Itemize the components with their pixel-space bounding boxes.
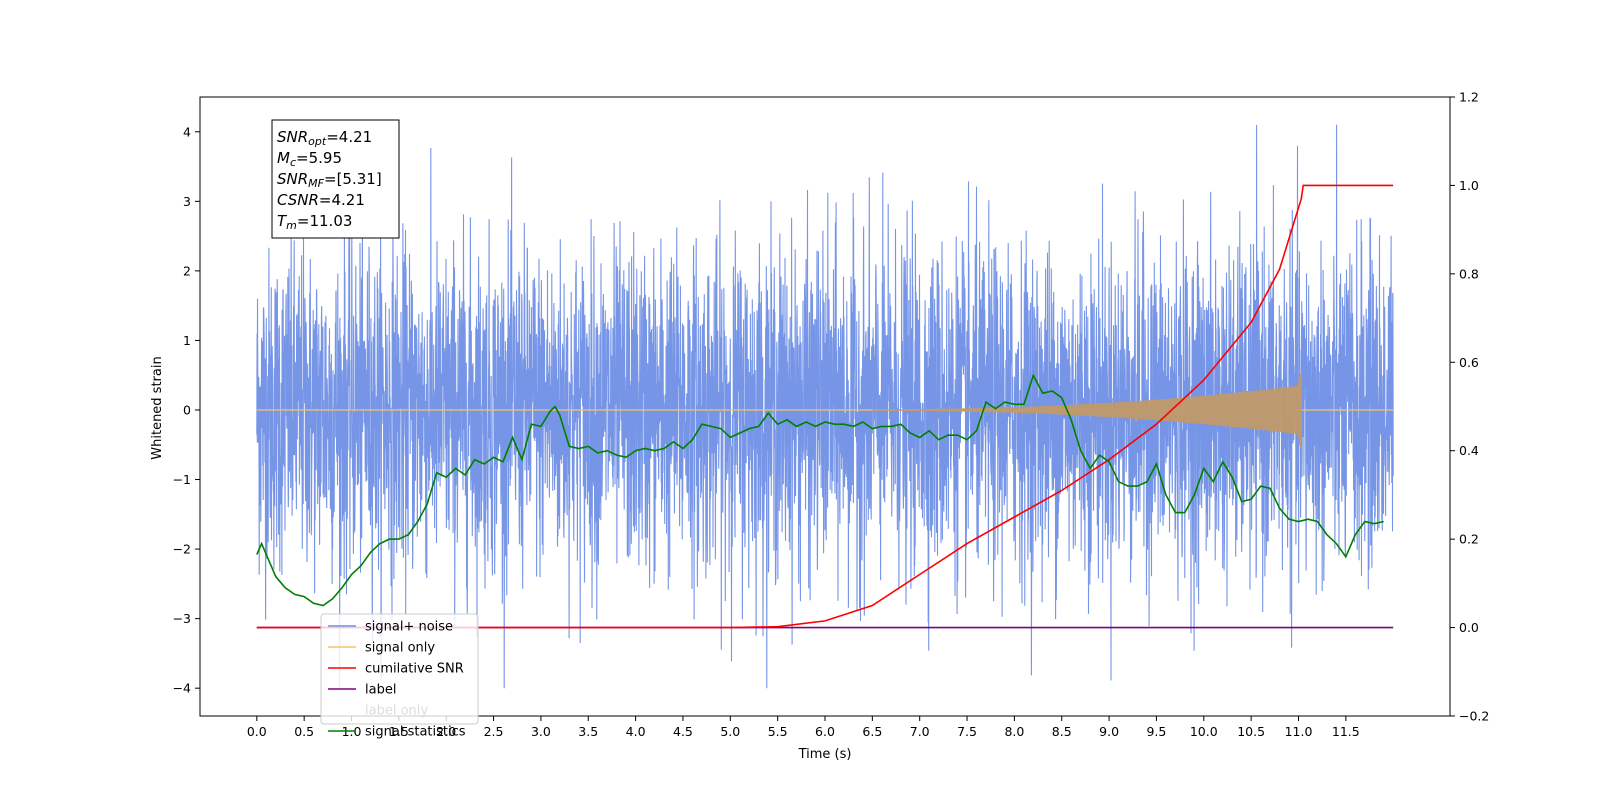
x-tick-label: 10.5 <box>1237 724 1265 739</box>
y-right-axis: 1.2 1.0 0.8 0.6 0.4 0.2 0.0 −0.2 <box>1450 90 1489 724</box>
y-right-tick-label: 0.6 <box>1459 355 1479 370</box>
x-tick-label: 6.5 <box>862 724 882 739</box>
annotation-line: SNRopt=4.21 <box>277 128 372 148</box>
x-tick-label: 11.5 <box>1332 724 1360 739</box>
x-tick-label: 7.5 <box>957 724 977 739</box>
y-left-tick-label: 0 <box>183 402 191 417</box>
y-left-tick-label: 1 <box>183 333 191 348</box>
annotation-frame <box>271 119 400 239</box>
annotation-line: Mc=5.95 <box>277 149 342 169</box>
y-right-tick-label: 0.4 <box>1459 443 1479 458</box>
x-tick-label: 9.5 <box>1146 724 1166 739</box>
legend-label: cumilative SNR <box>365 662 464 677</box>
series-signal-statistics <box>256 373 1384 607</box>
y-right-tick-label: 0.8 <box>1459 266 1479 281</box>
x-tick-label: 6.0 <box>815 724 835 739</box>
annotation-line: CSNR=4.21 <box>277 191 365 209</box>
x-tick-label: 2.5 <box>484 724 504 739</box>
x-tick-label: 11.0 <box>1285 724 1313 739</box>
legend-frame <box>320 613 479 725</box>
x-tick-label: 9.0 <box>1099 724 1119 739</box>
legend-label: label <box>365 683 396 698</box>
y-right-tick-label: 1.0 <box>1459 178 1479 193</box>
legend-label: signal only <box>365 641 435 656</box>
legend: signal+ noise signal only cumilative SNR la… <box>320 613 479 740</box>
x-tick-label: 0.0 <box>247 724 267 739</box>
y-right-tick-label: 0.0 <box>1459 620 1479 635</box>
y-left-tick-label: 4 <box>183 124 191 139</box>
y-left-tick-label: −3 <box>173 611 191 626</box>
x-tick-label: 1.5 <box>389 724 409 739</box>
x-tick-label: 8.0 <box>1004 724 1024 739</box>
y-right-tick-label: −0.2 <box>1459 709 1489 724</box>
x-tick-label: 8.5 <box>1052 724 1072 739</box>
x-axis: 0.0 0.5 1.0 1.5 2.0 2.5 3.0 3.5 4.0 4.5 5.0 5.5 6.0 6… <box>247 716 1360 739</box>
y-left-tick-label: −1 <box>173 472 191 487</box>
y-left-tick-label: −4 <box>173 681 191 696</box>
x-tick-label: 5.5 <box>768 724 788 739</box>
series-signal-noise <box>256 124 1394 689</box>
legend-label: signal statistics <box>365 725 466 740</box>
x-tick-label: 10.0 <box>1190 724 1218 739</box>
x-tick-label: 7.0 <box>910 724 930 739</box>
y-left-tick-label: −2 <box>173 542 191 557</box>
annotation-line: SNRMF=[5.31] <box>277 170 382 190</box>
x-tick-label: 4.5 <box>673 724 693 739</box>
x-tick-label: 5.0 <box>720 724 740 739</box>
annotation-line: Tm=11.03 <box>277 212 352 232</box>
y-left-tick-label: 2 <box>183 263 191 278</box>
x-tick-label: 4.0 <box>626 724 646 739</box>
x-tick-label: 3.0 <box>531 724 551 739</box>
x-tick-label: 2.0 <box>436 724 456 739</box>
x-tick-label: 3.5 <box>578 724 598 739</box>
y-right-tick-label: 0.2 <box>1459 532 1479 547</box>
y-left-tick-label: 3 <box>183 194 191 209</box>
legend-label: signal+ noise <box>365 620 453 635</box>
plot-layer <box>256 124 1394 689</box>
x-tick-label: 0.5 <box>294 724 314 739</box>
series-signal-only-chirp <box>871 371 1302 449</box>
y-right-tick-label: 1.2 <box>1459 90 1479 105</box>
y-axis-label: Whitened strain <box>150 356 165 459</box>
y-left-axis: 4 3 2 1 0 −1 −2 −3 −4 <box>173 124 200 696</box>
legend-label: label only <box>365 704 428 719</box>
series-cumulative-snr <box>256 184 1394 629</box>
x-axis-label: Time (s) <box>798 747 852 762</box>
